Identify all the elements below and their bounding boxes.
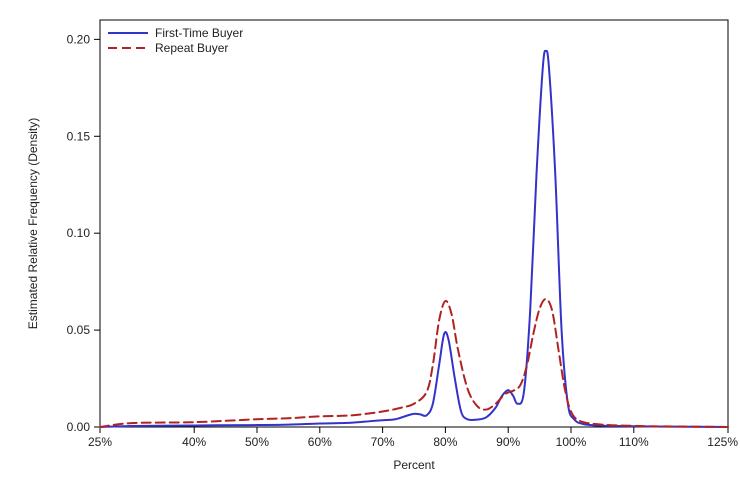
y-axis-title: Estimated Relative Frequency (Density) (26, 118, 40, 329)
x-tick-label: 25% (88, 435, 112, 449)
series-line-repeat-buyer (99, 298, 729, 428)
series-line-first-time-buyer (99, 49, 729, 428)
x-tick-label: 70% (371, 435, 395, 449)
x-tick-label: 110% (619, 435, 649, 449)
x-tick-label: 60% (308, 435, 332, 449)
x-tick-label: 90% (496, 435, 520, 449)
x-tick-label: 125% (707, 435, 738, 449)
x-tick-label: 80% (433, 435, 457, 449)
x-axis-title: Percent (393, 458, 435, 472)
y-tick-label: 0.15 (67, 129, 91, 143)
y-tick-label: 0.00 (67, 420, 91, 434)
x-axis: 25% 40% 50% 60% 70% 80% 90% 100% 110% 125% (88, 427, 738, 449)
y-tick-label: 0.20 (67, 32, 91, 46)
series-layer (99, 49, 729, 428)
x-tick-label: 40% (182, 435, 206, 449)
y-tick-label: 0.05 (67, 323, 91, 337)
x-tick-label: 100% (556, 435, 587, 449)
legend-label: Repeat Buyer (155, 41, 228, 55)
plot-frame (99, 19, 729, 428)
y-tick-label: 0.10 (67, 226, 91, 240)
x-tick-label: 50% (245, 435, 269, 449)
legend-label: First-Time Buyer (155, 26, 243, 40)
y-axis: 0.00 0.05 0.10 0.15 0.20 (67, 32, 100, 434)
